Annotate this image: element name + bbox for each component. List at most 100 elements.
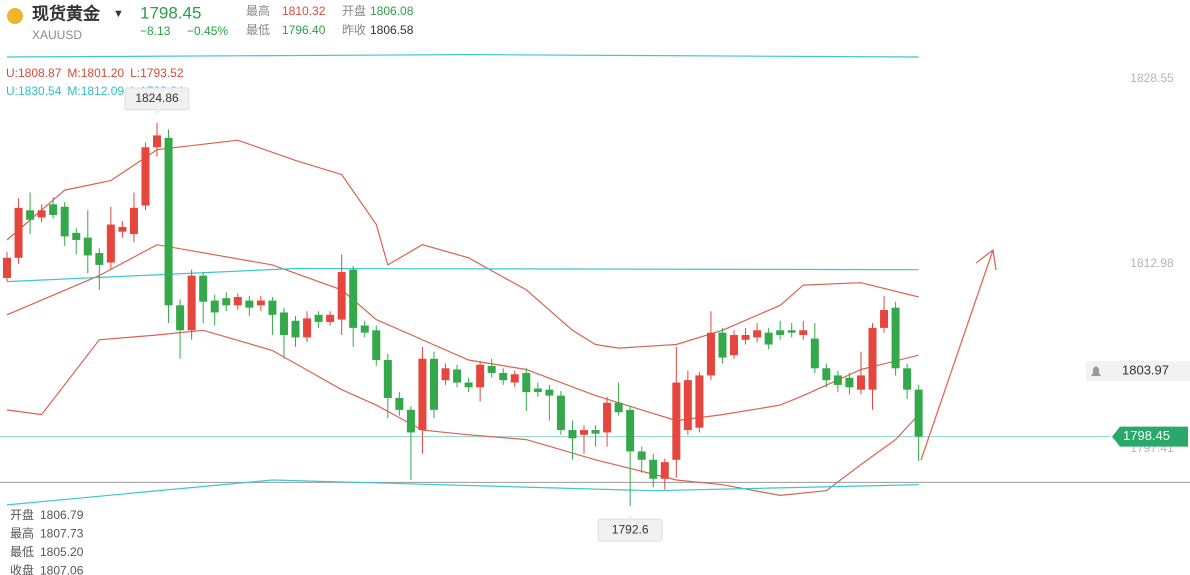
candle-body <box>153 135 162 148</box>
candle-body <box>360 325 369 333</box>
candle-body <box>72 232 81 240</box>
candle-body <box>176 305 185 331</box>
y-tick-label: 1812.98 <box>1130 256 1174 270</box>
candle-body <box>603 402 612 433</box>
plot: 1824.86 1792.6 <box>0 53 1190 542</box>
candle-body <box>706 332 715 376</box>
candle-body <box>3 257 11 278</box>
candle-body <box>476 364 485 388</box>
candle-body <box>787 330 796 333</box>
candle-body <box>695 375 704 428</box>
candle-body <box>118 226 127 232</box>
candle-body <box>106 224 115 263</box>
candle-body <box>845 377 854 388</box>
indicator-value: M:1801.20 <box>67 66 124 80</box>
candle-body <box>291 320 300 338</box>
name[interactable]: 现货黄金 <box>32 3 101 23</box>
info-value: 1806.79 <box>40 508 84 522</box>
candle-body <box>580 430 588 435</box>
annotation-pointer <box>153 109 162 115</box>
candle-body <box>741 335 750 340</box>
candle-body <box>314 314 323 322</box>
candle-body <box>753 330 762 338</box>
price: 1798.45 <box>140 3 201 22</box>
label: 最低 <box>246 23 270 37</box>
candle-body <box>222 298 231 306</box>
overlay-line <box>6 139 919 349</box>
candle-body <box>129 207 138 235</box>
candle-body <box>660 462 669 479</box>
candle-body <box>810 338 819 369</box>
candle-body <box>868 327 877 390</box>
candle-body <box>591 430 600 434</box>
info-value: 1807.06 <box>40 564 84 575</box>
change: −8.13 <box>140 24 171 38</box>
candle-body <box>683 380 692 431</box>
high: 1810.32 <box>282 4 326 18</box>
candle-body <box>395 397 404 410</box>
candle-body <box>349 269 358 328</box>
overlay-line <box>6 479 919 506</box>
header: 现货黄金 ▼ 1798.45 XAUUSD −8.13 −0.45% 最高 18… <box>7 3 414 42</box>
candle-body <box>210 300 219 313</box>
info-label: 开盘 <box>10 507 34 522</box>
info-label: 最低 <box>10 545 34 559</box>
info-value: 1805.20 <box>40 545 84 559</box>
candle-body <box>856 375 865 390</box>
dropdown[interactable]: ▼ <box>113 8 124 20</box>
symbol: XAUUSD <box>32 28 82 42</box>
low: 1796.40 <box>282 23 326 37</box>
annotation-pointer <box>626 514 635 520</box>
gold-icon <box>7 8 23 24</box>
info-value: 1807.73 <box>40 527 84 541</box>
alert-box <box>1086 361 1190 382</box>
indicator-value: U:1830.54 <box>6 84 62 98</box>
candle-body <box>880 310 889 328</box>
candle-body <box>453 369 462 383</box>
candle-body <box>764 332 773 345</box>
open: 1806.08 <box>370 4 414 18</box>
candle-body <box>730 335 739 356</box>
label: 最高 <box>246 3 270 18</box>
candle-body <box>545 389 554 396</box>
candle-body <box>776 330 785 336</box>
candle-body <box>626 409 635 452</box>
drawn-arrow <box>920 248 997 461</box>
candle-body <box>891 307 900 369</box>
candle-body <box>649 459 658 479</box>
label: 开盘 <box>342 3 366 18</box>
last-price: 1798.45 <box>1123 428 1170 443</box>
candle-body <box>141 147 150 206</box>
candle-body <box>556 395 565 431</box>
indicator-value: U:1808.87 <box>6 66 62 80</box>
info-label: 收盘 <box>10 563 34 575</box>
candle-body <box>487 365 496 374</box>
candle-body <box>83 237 92 256</box>
y-tick-label: 1828.55 <box>1130 71 1174 85</box>
candle-body <box>372 330 381 360</box>
change-pct: −0.45% <box>187 24 228 38</box>
candle-body <box>614 402 623 413</box>
overlay-line <box>6 329 920 497</box>
info-label: 最高 <box>10 526 34 541</box>
candle-body <box>26 210 35 220</box>
candle-body <box>568 430 577 439</box>
candle-body <box>37 210 46 218</box>
candle-body <box>187 275 196 331</box>
candle-body <box>406 409 415 433</box>
candle-body <box>441 368 450 381</box>
candle-body <box>326 314 335 322</box>
candle-body <box>522 373 531 393</box>
last-price-tag <box>1112 426 1188 447</box>
candle-body <box>464 382 473 388</box>
candle-body <box>233 297 242 306</box>
alert-price: 1803.97 <box>1122 362 1169 377</box>
candle-body <box>637 451 646 460</box>
candle-body <box>279 312 288 336</box>
candle-body <box>337 272 346 320</box>
candle-body <box>914 389 923 437</box>
candle-body <box>383 359 392 398</box>
candle-body <box>822 368 831 381</box>
candle-body <box>418 358 427 431</box>
